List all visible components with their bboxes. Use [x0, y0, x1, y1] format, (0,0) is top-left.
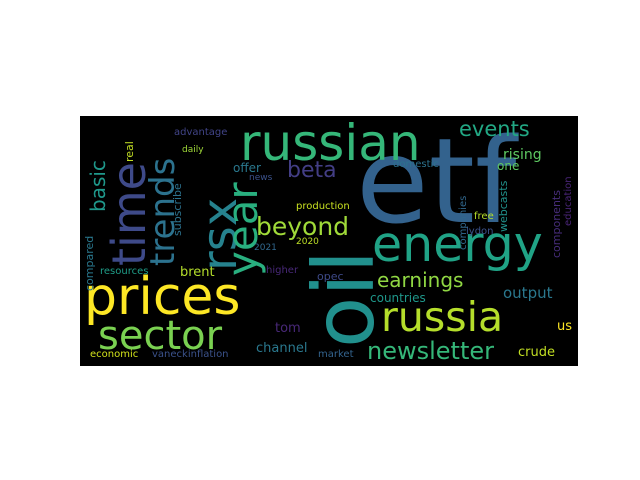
word-russia: russia	[381, 293, 504, 341]
word-opec: opec	[317, 270, 344, 283]
word-daily: daily	[182, 145, 204, 155]
word-basic: basic	[86, 160, 110, 212]
word-market: market	[318, 349, 354, 360]
word-subscribe: subscribe	[171, 183, 184, 236]
word-companies: companies	[458, 195, 469, 250]
word-components: components	[550, 190, 563, 258]
word-compared: compared	[83, 235, 96, 291]
word-earnings: earnings	[377, 268, 464, 292]
word-prices: prices	[84, 267, 241, 327]
word-countries: countries	[370, 291, 426, 305]
word-etf: etf	[356, 116, 517, 250]
word-news: news	[249, 173, 273, 183]
word-economic: economic	[90, 349, 139, 360]
word-one: one	[497, 159, 520, 173]
word-output: output	[503, 284, 553, 302]
word-lydon: lydon	[466, 226, 494, 237]
word-channel: channel	[256, 341, 308, 356]
word-brent: brent	[180, 265, 215, 280]
word-2020: 2020	[296, 237, 319, 247]
word-sector: sector	[98, 313, 223, 359]
word-cloud: etf oil prices russian energy russia sec…	[80, 116, 578, 366]
word-us: us	[557, 319, 573, 334]
word-rising: rising	[503, 147, 542, 163]
word-tom: tom	[275, 321, 301, 336]
word-advantage: advantage	[174, 127, 228, 138]
word-beyond: beyond	[256, 212, 350, 241]
word-events: events	[459, 117, 530, 141]
word-domestic: domestic	[393, 159, 439, 170]
word-offer: offer	[233, 161, 261, 175]
word-webcasts: webcasts	[497, 180, 510, 232]
word-crude: crude	[518, 345, 555, 360]
word-vaneckinflation: vaneckinflation	[152, 349, 229, 360]
word-free: free	[474, 211, 494, 222]
word-real: real	[123, 141, 136, 162]
word-higher: higher	[266, 265, 299, 276]
word-russian: russian	[240, 116, 421, 172]
word-newsletter: newsletter	[367, 337, 494, 365]
word-energy: energy	[372, 216, 543, 273]
word-production: production	[296, 201, 350, 212]
word-resources: resources	[100, 266, 149, 277]
word-2021: 2021	[254, 243, 277, 253]
word-education: education	[563, 176, 574, 226]
word-beta: beta	[287, 158, 337, 183]
